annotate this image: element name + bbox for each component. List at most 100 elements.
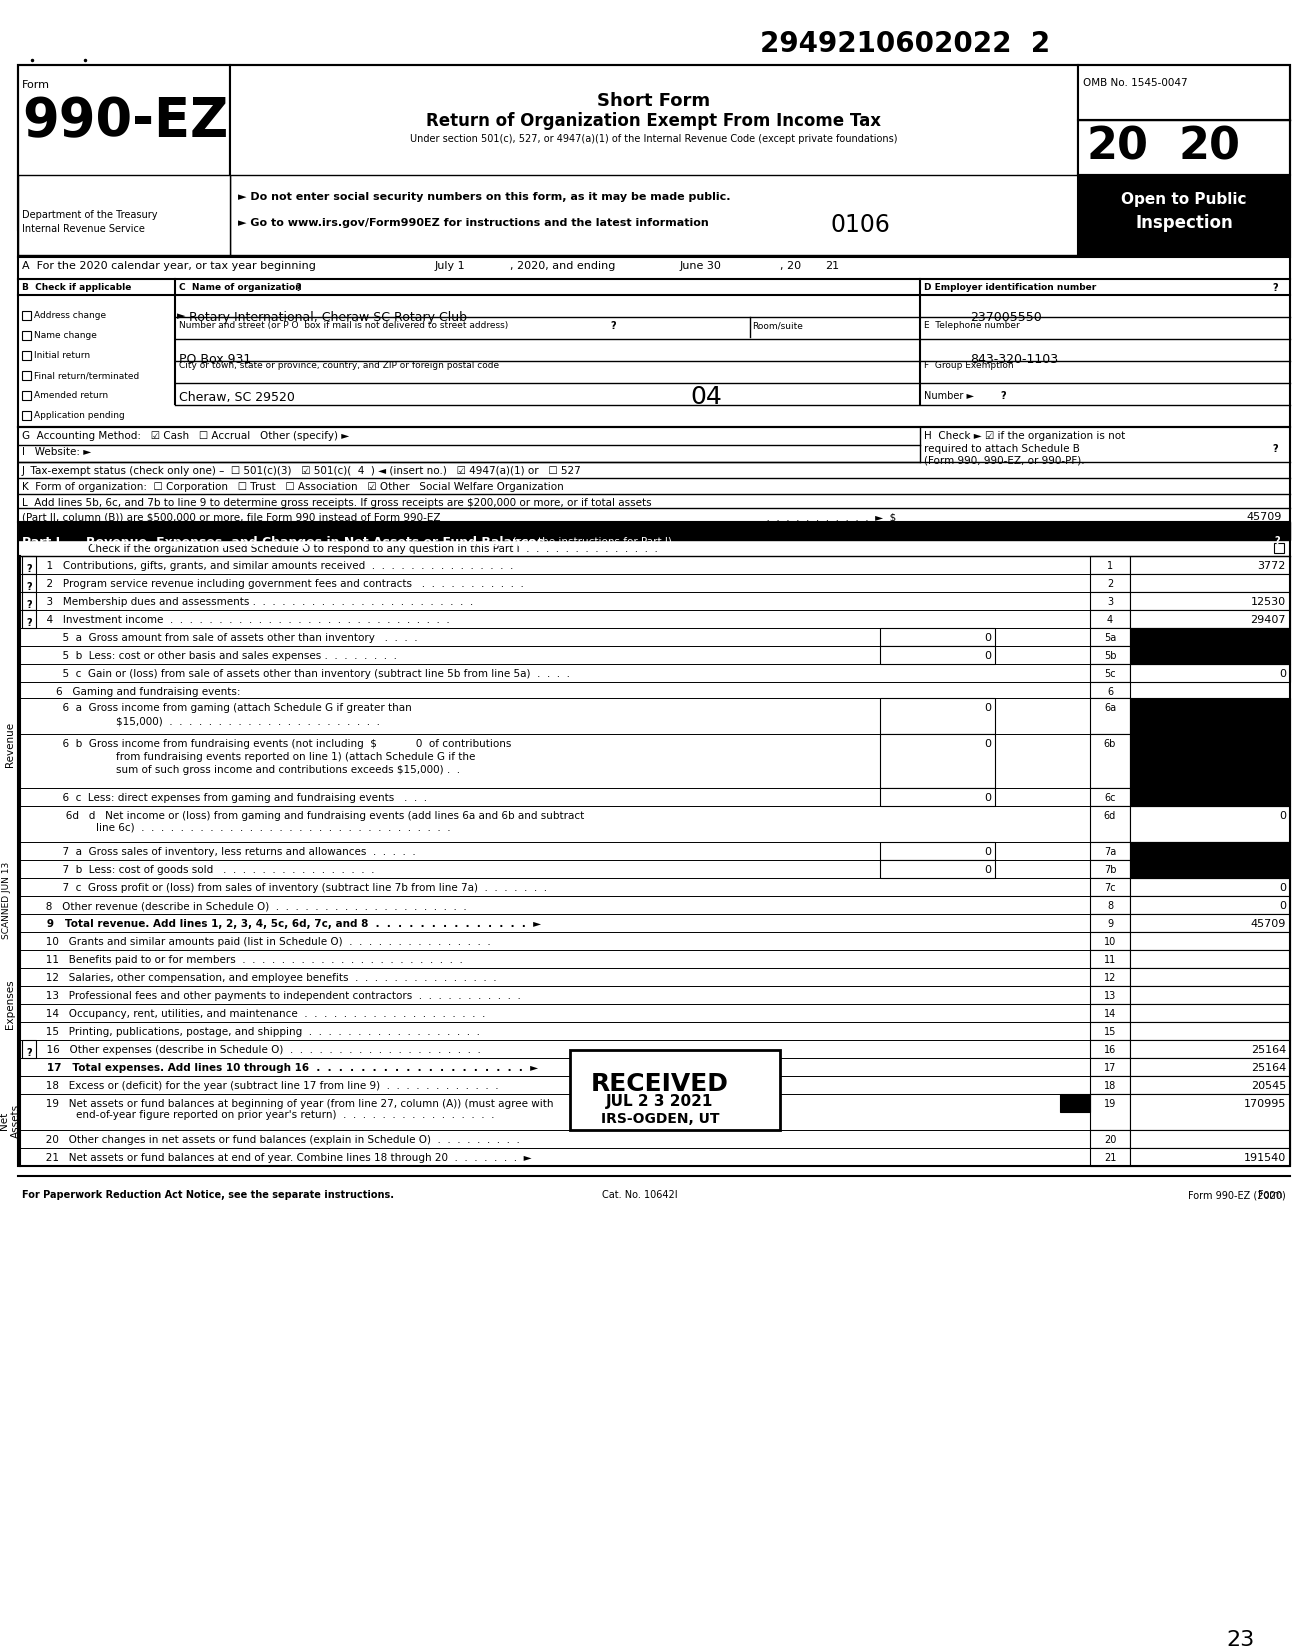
Text: 25164: 25164 bbox=[1251, 1063, 1286, 1073]
Bar bbox=[1131, 1022, 1290, 1040]
Text: 6d: 6d bbox=[1104, 811, 1116, 821]
Bar bbox=[1090, 895, 1131, 914]
Text: 1: 1 bbox=[1107, 561, 1114, 571]
Text: ► Go to www.irs.gov/Form990EZ for instructions and the latest information: ► Go to www.irs.gov/Form990EZ for instru… bbox=[239, 217, 709, 229]
Text: 9   Total revenue. Add lines 1, 2, 3, 4, 5c, 6d, 7c, and 8  .  .  .  .  .  .  . : 9 Total revenue. Add lines 1, 2, 3, 4, 5… bbox=[37, 918, 541, 928]
Text: 2949210602022  2: 2949210602022 2 bbox=[760, 30, 1050, 58]
Text: 7b: 7b bbox=[1103, 866, 1116, 876]
Text: 16   Other expenses (describe in Schedule O)  .  .  .  .  .  .  .  .  .  .  .  .: 16 Other expenses (describe in Schedule … bbox=[40, 1045, 481, 1055]
Text: , 20: , 20 bbox=[780, 262, 801, 272]
Text: Initial return: Initial return bbox=[34, 351, 90, 360]
Bar bbox=[1078, 64, 1290, 120]
Text: 04: 04 bbox=[690, 385, 722, 408]
Text: 9: 9 bbox=[1107, 918, 1114, 928]
Bar bbox=[1090, 1058, 1131, 1076]
Text: , 2020, and ending: , 2020, and ending bbox=[510, 262, 615, 272]
Text: 18: 18 bbox=[1104, 1081, 1116, 1091]
Text: Part I: Part I bbox=[22, 537, 60, 550]
Bar bbox=[22, 392, 31, 400]
Text: 6  a  Gross income from gaming (attach Schedule G if greater than: 6 a Gross income from gaming (attach Sch… bbox=[56, 703, 412, 713]
Bar bbox=[1090, 859, 1131, 877]
Bar bbox=[1090, 950, 1131, 968]
Bar bbox=[1090, 1147, 1131, 1165]
Bar bbox=[22, 370, 31, 380]
Text: ?: ? bbox=[1271, 283, 1278, 293]
Text: L  Add lines 5b, 6c, and 7b to line 9 to determine gross receipts. If gross rece: L Add lines 5b, 6c, and 7b to line 9 to … bbox=[22, 499, 652, 509]
Text: 6a: 6a bbox=[1104, 703, 1116, 713]
Text: 5  b  Less: cost or other basis and sales expenses .  .  .  .  .  .  .  .: 5 b Less: cost or other basis and sales … bbox=[56, 652, 396, 662]
Text: 0: 0 bbox=[985, 793, 991, 803]
Bar bbox=[1090, 1022, 1131, 1040]
Text: ?: ? bbox=[26, 565, 31, 574]
Bar bbox=[1131, 593, 1290, 611]
Bar bbox=[1131, 788, 1290, 807]
Text: 13: 13 bbox=[1104, 991, 1116, 1001]
Text: from fundraising events reported on line 1) (attach Schedule G if the: from fundraising events reported on line… bbox=[116, 752, 476, 762]
Bar bbox=[1131, 932, 1290, 950]
Text: 2   Program service revenue including government fees and contracts   .  .  .  .: 2 Program service revenue including gove… bbox=[40, 579, 524, 589]
Text: 10   Grants and similar amounts paid (list in Schedule O)  .  .  .  .  .  .  .  : 10 Grants and similar amounts paid (list… bbox=[37, 937, 490, 946]
Text: 0106: 0106 bbox=[831, 212, 889, 237]
Text: 16: 16 bbox=[1104, 1045, 1116, 1055]
Bar bbox=[880, 843, 995, 859]
Text: B  Check if applicable: B Check if applicable bbox=[22, 283, 132, 291]
Bar bbox=[1090, 1040, 1131, 1058]
Bar bbox=[1090, 645, 1131, 663]
Text: Cheraw, SC 29520: Cheraw, SC 29520 bbox=[179, 392, 295, 403]
Bar bbox=[1090, 629, 1131, 645]
Bar bbox=[1131, 556, 1290, 574]
Text: (Form 990, 990-EZ, or 990-PF).: (Form 990, 990-EZ, or 990-PF). bbox=[925, 454, 1085, 466]
Text: 0: 0 bbox=[1279, 882, 1286, 894]
Text: Form 990-EZ (2020): Form 990-EZ (2020) bbox=[1188, 1190, 1286, 1200]
Text: 0: 0 bbox=[985, 652, 991, 662]
Text: Return of Organization Exempt From Income Tax: Return of Organization Exempt From Incom… bbox=[426, 112, 882, 130]
Text: For Paperwork Reduction Act Notice, see the separate instructions.: For Paperwork Reduction Act Notice, see … bbox=[22, 1190, 394, 1200]
Text: ?: ? bbox=[26, 601, 31, 611]
Text: sum of such gross income and contributions exceeds $15,000) .  .: sum of such gross income and contributio… bbox=[116, 765, 460, 775]
Text: 0: 0 bbox=[1279, 900, 1286, 910]
Text: H  Check ► ☑ if the organization is not: H Check ► ☑ if the organization is not bbox=[925, 431, 1125, 441]
Text: (Part II, column (B)) are $500,000 or more, file Form 990 instead of Form 990-EZ: (Part II, column (B)) are $500,000 or mo… bbox=[22, 512, 441, 522]
Bar bbox=[1090, 788, 1131, 807]
Bar bbox=[18, 64, 230, 230]
Text: Revenue: Revenue bbox=[5, 721, 16, 767]
Bar bbox=[1131, 895, 1290, 914]
Text: 4: 4 bbox=[1107, 616, 1114, 625]
Bar bbox=[1131, 986, 1290, 1004]
Text: OMB No. 1545-0047: OMB No. 1545-0047 bbox=[1084, 77, 1188, 87]
Bar bbox=[1131, 645, 1290, 663]
Bar bbox=[1090, 663, 1131, 681]
Bar bbox=[1131, 1058, 1290, 1076]
Text: 3772: 3772 bbox=[1257, 561, 1286, 571]
Bar bbox=[230, 174, 1078, 255]
Bar bbox=[1131, 734, 1290, 788]
Bar bbox=[1131, 843, 1290, 859]
Text: 990-EZ: 990-EZ bbox=[22, 95, 228, 146]
Bar bbox=[1090, 877, 1131, 895]
Text: Under section 501(c), 527, or 4947(a)(1) of the Internal Revenue Code (except pr: Under section 501(c), 527, or 4947(a)(1)… bbox=[411, 133, 897, 143]
Text: Room/suite: Room/suite bbox=[752, 321, 803, 329]
Text: 6  b  Gross income from fundraising events (not including  $            0  of co: 6 b Gross income from fundraising events… bbox=[56, 739, 511, 749]
Bar bbox=[1131, 1131, 1290, 1147]
Text: 11   Benefits paid to or for members  .  .  .  .  .  .  .  .  .  .  .  .  .  .  : 11 Benefits paid to or for members . . .… bbox=[37, 955, 463, 965]
Text: Short Form: Short Form bbox=[597, 92, 711, 110]
Bar bbox=[1090, 843, 1131, 859]
Bar bbox=[1090, 932, 1131, 950]
Text: 21   Net assets or fund balances at end of year. Combine lines 18 through 20  . : 21 Net assets or fund balances at end of… bbox=[37, 1152, 532, 1164]
Text: 5a: 5a bbox=[1104, 634, 1116, 644]
Text: K  Form of organization:  ☐ Corporation   ☐ Trust   ☐ Association   ☑ Other   So: K Form of organization: ☐ Corporation ☐ … bbox=[22, 482, 563, 492]
Text: Form: Form bbox=[1258, 1190, 1286, 1200]
Text: 6   Gaming and fundraising events:: 6 Gaming and fundraising events: bbox=[56, 686, 240, 696]
Text: 7  b  Less: cost of goods sold   .  .  .  .  .  .  .  .  .  .  .  .  .  .  .  .: 7 b Less: cost of goods sold . . . . . .… bbox=[56, 866, 374, 876]
Bar bbox=[1131, 1004, 1290, 1022]
Text: 4   Investment income  .  .  .  .  .  .  .  .  .  .  .  .  .  .  .  .  .  .  .  : 4 Investment income . . . . . . . . . . … bbox=[40, 616, 450, 625]
Text: 13   Professional fees and other payments to independent contractors  .  .  .  .: 13 Professional fees and other payments … bbox=[37, 991, 520, 1001]
Text: ?: ? bbox=[1274, 537, 1279, 546]
Bar bbox=[880, 629, 995, 645]
Text: 1   Contributions, gifts, grants, and similar amounts received  .  .  .  .  .  .: 1 Contributions, gifts, grants, and simi… bbox=[40, 561, 514, 571]
Text: 5b: 5b bbox=[1103, 652, 1116, 662]
Text: Application pending: Application pending bbox=[34, 412, 125, 420]
Bar bbox=[80, 522, 1290, 540]
Text: ?: ? bbox=[1271, 444, 1278, 454]
Bar bbox=[1090, 734, 1131, 788]
